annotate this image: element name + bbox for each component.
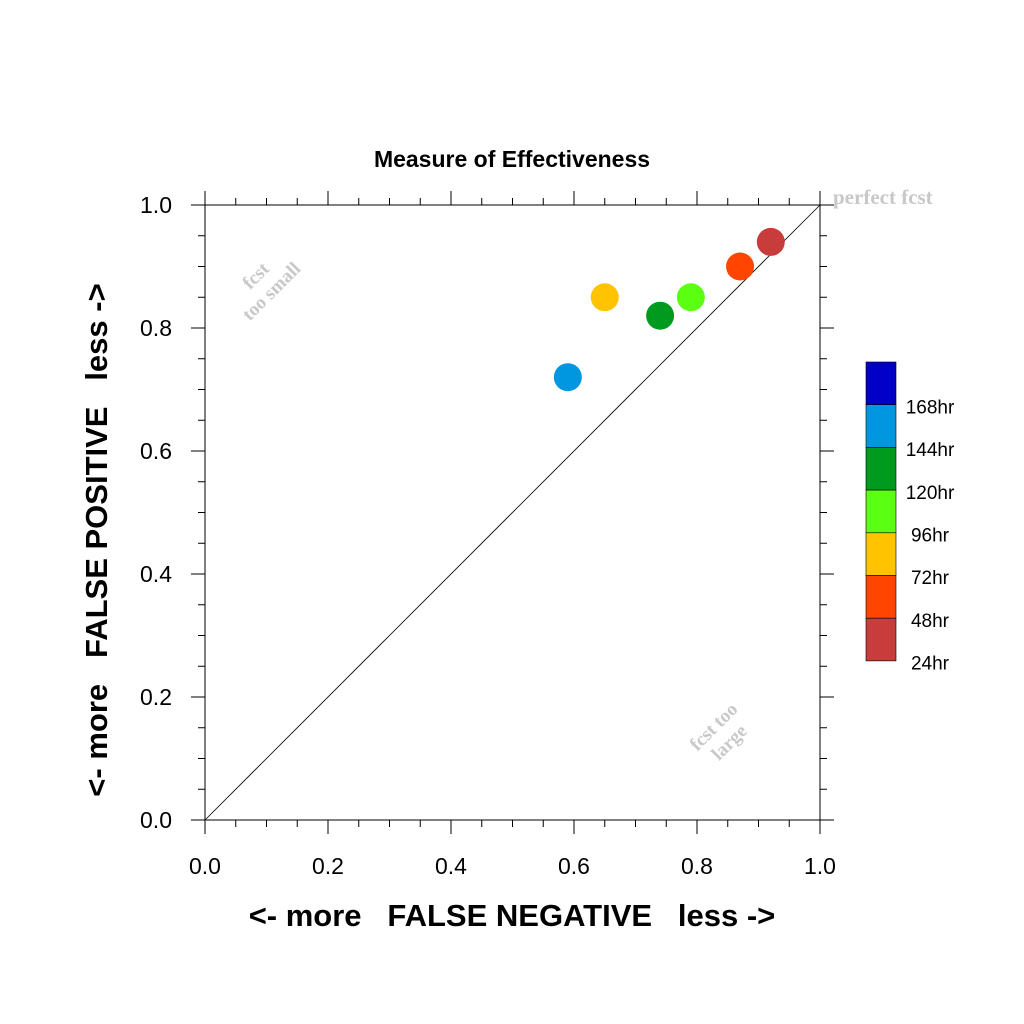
legend-swatch-48hr — [865, 575, 897, 619]
legend-label-96hr: 96hr — [911, 525, 950, 546]
y-axis-label: <- more FALSE POSITIVE less -> — [79, 283, 114, 796]
x-axis-label: <- more FALSE NEGATIVE less -> — [249, 898, 776, 933]
legend-label-120hr: 120hr — [906, 483, 955, 504]
y-tick-label: 0.4 — [140, 561, 172, 587]
y-tick-label: 0.0 — [140, 807, 172, 833]
y-tick-label: 1.0 — [140, 192, 172, 218]
legend-swatch-120hr — [865, 447, 897, 491]
legend-label-168hr: 168hr — [906, 397, 955, 418]
data-points — [553, 227, 785, 392]
x-tick-label: 0.6 — [558, 853, 590, 879]
legend-label-72hr: 72hr — [911, 568, 950, 589]
legend-label-144hr: 144hr — [906, 440, 955, 461]
point-48hr — [726, 252, 755, 281]
y-tick-label: 0.8 — [140, 315, 172, 341]
legend-swatch-24hr — [865, 617, 897, 662]
annotation-too-small: fcst too small — [238, 258, 305, 325]
point-120hr — [646, 301, 675, 330]
point-72hr — [590, 283, 619, 312]
x-tick-label: 0.0 — [189, 853, 221, 879]
y-tick-labels: 0.0 0.2 0.4 0.6 0.8 1.0 — [140, 192, 172, 833]
y-tick-label: 0.2 — [140, 684, 172, 710]
y-tick-label: 0.6 — [140, 438, 172, 464]
legend-swatch-144hr — [865, 404, 897, 448]
chart-title: Measure of Effectiveness — [374, 146, 650, 172]
x-tick-label: 0.8 — [681, 853, 713, 879]
x-tick-labels: 0.0 0.2 0.4 0.6 0.8 1.0 — [189, 853, 836, 879]
point-144hr — [553, 363, 582, 392]
point-96hr — [676, 283, 705, 312]
axis-ticks — [191, 191, 834, 834]
legend-swatch-72hr — [865, 532, 897, 576]
x-tick-label: 1.0 — [804, 853, 836, 879]
annotation-perfect-fcst: perfect fcst — [833, 185, 933, 209]
point-24hr — [756, 227, 785, 256]
legend-label-48hr: 48hr — [911, 611, 950, 632]
legend-swatch-96hr — [865, 489, 897, 534]
x-tick-label: 0.2 — [312, 853, 344, 879]
annotation-too-large: fcst too large — [686, 699, 752, 765]
legend: 168hr 144hr 120hr 96hr 72hr 48hr 24hr — [865, 361, 955, 675]
legend-swatch-168hr — [865, 361, 897, 406]
diagonal-line — [204, 204, 821, 821]
legend-label-24hr: 24hr — [911, 654, 950, 675]
x-tick-label: 0.4 — [435, 853, 467, 879]
